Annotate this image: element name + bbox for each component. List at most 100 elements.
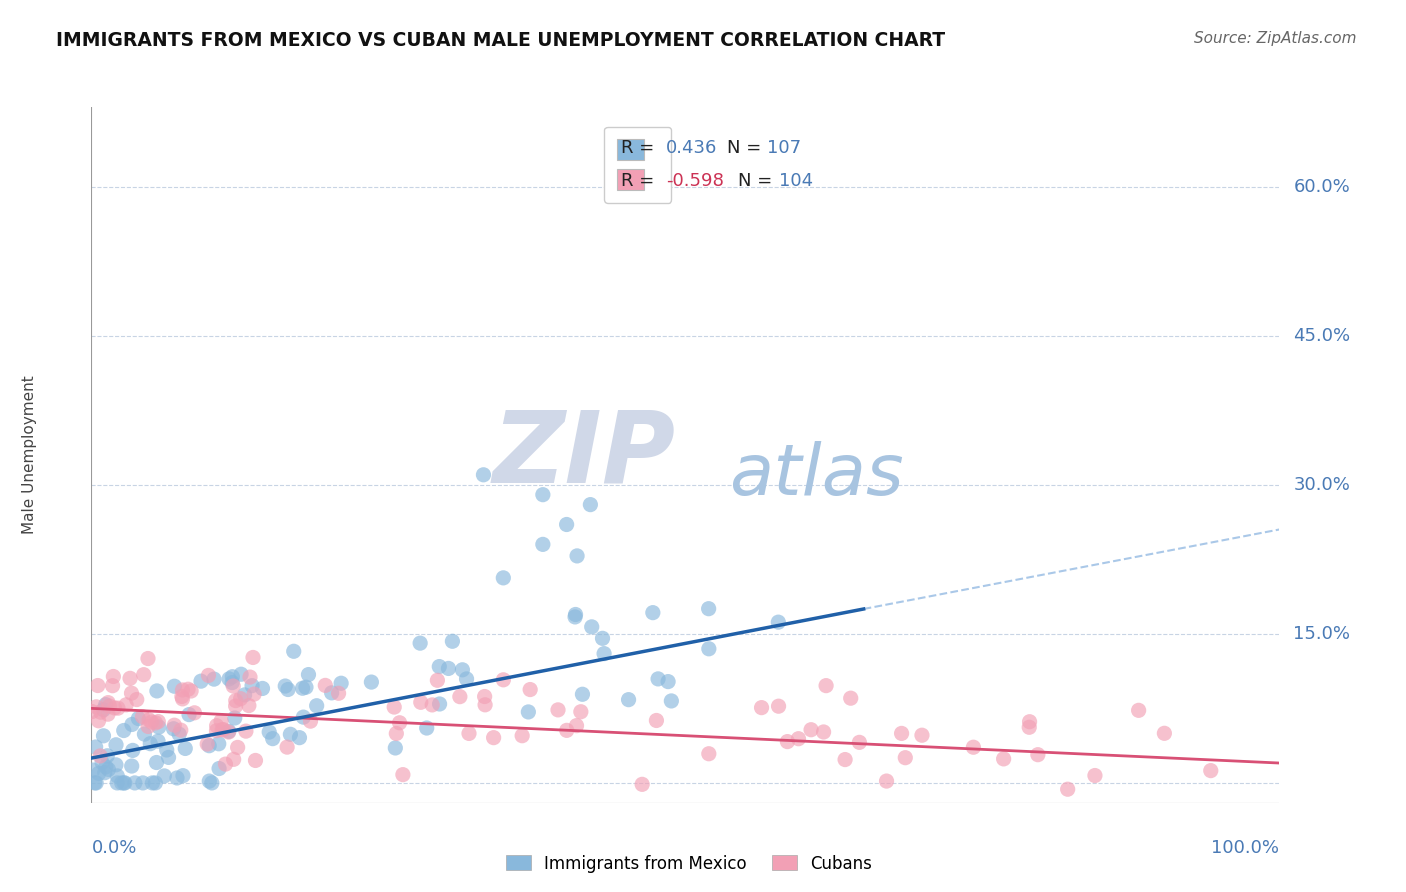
Point: [146, 734, 169, 748]
Point: [167, 727, 190, 741]
Text: 60.0%: 60.0%: [1294, 178, 1350, 195]
Point: [280, 727, 302, 741]
Point: [321, 686, 343, 700]
Point: [420, 698, 443, 712]
Point: [148, 714, 170, 729]
Text: N =: N =: [727, 139, 766, 157]
Point: [141, 776, 163, 790]
Text: -0.598: -0.598: [666, 172, 724, 190]
Point: [84, 699, 107, 714]
Point: [1199, 764, 1222, 778]
Point: [172, 691, 194, 706]
Point: [208, 762, 231, 776]
Point: [239, 670, 262, 684]
Point: [848, 735, 870, 749]
Point: [427, 659, 450, 673]
Point: [209, 714, 232, 728]
Point: [593, 647, 616, 661]
Point: [221, 670, 243, 684]
Point: [330, 676, 353, 690]
Point: [134, 727, 156, 741]
Point: [1084, 768, 1107, 782]
Point: [235, 724, 257, 739]
Point: [305, 698, 328, 713]
Point: [277, 682, 299, 697]
Point: [124, 776, 146, 790]
Point: [328, 686, 350, 700]
Text: Male Unemployment: Male Unemployment: [22, 376, 37, 534]
Point: [472, 467, 495, 482]
Point: [482, 731, 505, 745]
Point: [751, 700, 773, 714]
Point: [131, 709, 153, 723]
Point: [136, 719, 159, 733]
Point: [97, 707, 120, 722]
Point: [291, 681, 314, 696]
Point: [564, 610, 586, 624]
Point: [170, 690, 193, 704]
Point: [262, 731, 284, 746]
Point: [145, 756, 167, 770]
Point: [82, 705, 104, 719]
Text: IMMIGRANTS FROM MEXICO VS CUBAN MALE UNEMPLOYMENT CORRELATION CHART: IMMIGRANTS FROM MEXICO VS CUBAN MALE UNE…: [56, 31, 945, 50]
Point: [177, 682, 200, 697]
Point: [392, 767, 415, 781]
Point: [156, 743, 179, 757]
Point: [474, 698, 496, 712]
Point: [360, 675, 382, 690]
Point: [218, 725, 240, 739]
Point: [581, 620, 603, 634]
Text: 100.0%: 100.0%: [1212, 839, 1279, 857]
Point: [510, 729, 533, 743]
Point: [243, 687, 266, 701]
Point: [87, 766, 110, 780]
Point: [97, 763, 120, 777]
Point: [222, 752, 245, 766]
Point: [409, 695, 432, 709]
Legend: , : ,: [605, 127, 671, 202]
Point: [962, 740, 984, 755]
Point: [218, 672, 240, 686]
Point: [240, 679, 263, 693]
Point: [911, 728, 934, 742]
Point: [409, 636, 432, 650]
Point: [245, 754, 267, 768]
Point: [91, 756, 114, 770]
Point: [531, 488, 554, 502]
Point: [1056, 782, 1078, 797]
Point: [276, 740, 298, 755]
Point: [121, 743, 143, 757]
Point: [555, 517, 578, 532]
Point: [94, 760, 117, 774]
Point: [174, 741, 197, 756]
Point: [437, 661, 460, 675]
Point: [101, 679, 124, 693]
Point: [565, 718, 588, 732]
Point: [426, 673, 449, 688]
Point: [205, 723, 228, 738]
Point: [579, 498, 602, 512]
Point: [105, 738, 128, 752]
Point: [105, 776, 128, 790]
Point: [183, 706, 205, 720]
Text: atlas: atlas: [728, 442, 904, 510]
Point: [697, 601, 720, 615]
Point: [555, 723, 578, 738]
Point: [132, 776, 155, 790]
Point: [180, 684, 202, 698]
Point: [659, 694, 682, 708]
Point: [647, 672, 669, 686]
Point: [84, 739, 107, 754]
Point: [1128, 703, 1150, 717]
Point: [382, 700, 405, 714]
Point: [87, 714, 110, 728]
Point: [297, 667, 319, 681]
Point: [295, 680, 318, 694]
Point: [238, 698, 260, 713]
Point: [97, 696, 120, 710]
Point: [768, 615, 790, 629]
Point: [1026, 747, 1049, 762]
Point: [531, 537, 554, 551]
Point: [565, 549, 588, 563]
Point: [163, 679, 186, 693]
